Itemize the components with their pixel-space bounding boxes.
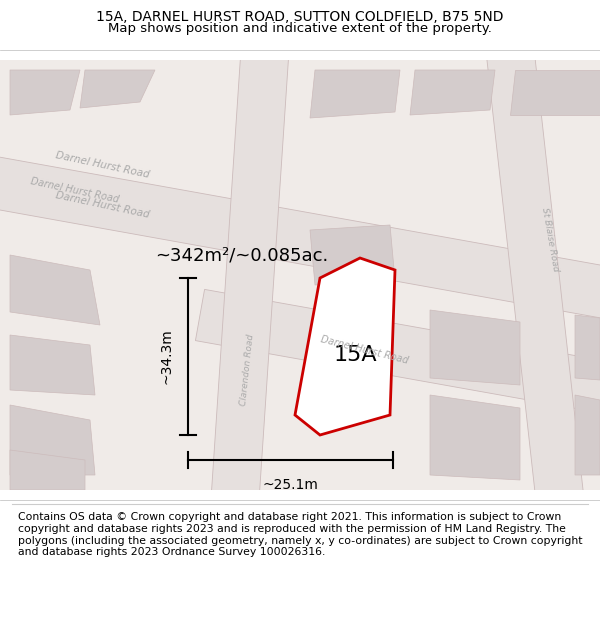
Text: Contains OS data © Crown copyright and database right 2021. This information is : Contains OS data © Crown copyright and d… [18, 512, 583, 558]
Polygon shape [10, 70, 80, 115]
Text: 15A, DARNEL HURST ROAD, SUTTON COLDFIELD, B75 5ND: 15A, DARNEL HURST ROAD, SUTTON COLDFIELD… [96, 10, 504, 24]
Polygon shape [10, 405, 95, 475]
Polygon shape [486, 48, 584, 503]
Text: Clarendon Road: Clarendon Road [239, 334, 255, 406]
Polygon shape [510, 70, 600, 115]
Polygon shape [295, 258, 395, 435]
Polygon shape [410, 70, 495, 115]
Polygon shape [430, 310, 520, 385]
Polygon shape [430, 395, 520, 480]
Text: Darnel Hurst Road: Darnel Hurst Road [320, 334, 410, 366]
Polygon shape [10, 335, 95, 395]
Text: Darnel Hurst Road: Darnel Hurst Road [30, 176, 120, 204]
Polygon shape [211, 48, 289, 502]
Text: St Blaise Road: St Blaise Road [540, 208, 560, 272]
Text: 15A: 15A [333, 345, 377, 365]
Polygon shape [10, 450, 85, 490]
Polygon shape [575, 315, 600, 380]
Polygon shape [10, 255, 100, 325]
Text: ~25.1m: ~25.1m [263, 478, 319, 492]
Polygon shape [310, 225, 395, 285]
Text: Map shows position and indicative extent of the property.: Map shows position and indicative extent… [108, 22, 492, 35]
Text: ~34.3m: ~34.3m [160, 329, 174, 384]
Text: Darnel Hurst Road: Darnel Hurst Road [55, 190, 151, 220]
Polygon shape [310, 70, 400, 118]
Polygon shape [0, 154, 600, 321]
Text: Darnel Hurst Road: Darnel Hurst Road [55, 150, 151, 180]
Polygon shape [80, 70, 155, 108]
Polygon shape [196, 289, 600, 416]
Polygon shape [575, 395, 600, 475]
Text: ~342m²/~0.085ac.: ~342m²/~0.085ac. [155, 246, 328, 264]
